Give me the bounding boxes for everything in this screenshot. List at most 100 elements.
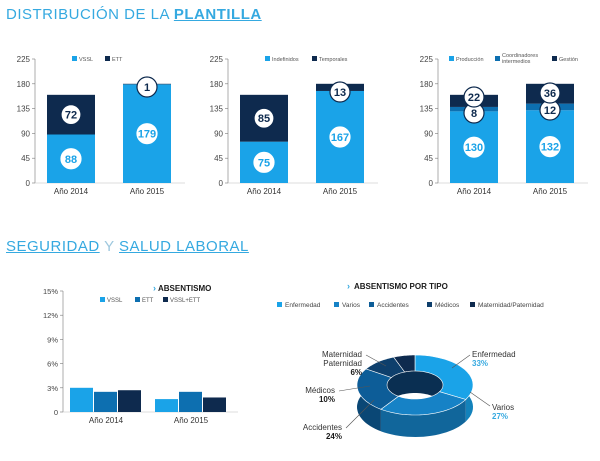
legend-label: Coordinadores (502, 53, 538, 59)
y-tick-label: 0 (26, 179, 31, 188)
legend-label: Producción (456, 57, 484, 63)
section-title-light: DISTRIBUCIÓN DE LA (6, 6, 170, 23)
legend-swatch (449, 56, 454, 61)
legend-swatch (470, 302, 475, 307)
data-label: 75 (258, 157, 270, 169)
value-circle (136, 123, 158, 145)
y-tick-label: 225 (210, 55, 224, 64)
legend-swatch (100, 297, 105, 302)
callout-value: 10% (319, 395, 335, 404)
callout-label: Maternidad (322, 350, 362, 359)
legend-swatch (135, 297, 140, 302)
callout-label: Médicos (305, 386, 335, 395)
callout-line (365, 354, 387, 367)
bar (179, 391, 202, 412)
bar (70, 387, 93, 412)
y-tick-label: 135 (210, 105, 224, 114)
y-tick-label: 0 (429, 179, 434, 188)
section-title-distribucion: DISTRIBUCIÓN DE LA PLANTILLA (6, 6, 262, 23)
legend-label: Accidentes (377, 302, 410, 309)
y-tick-label: 90 (214, 129, 223, 138)
ring-inner-wall (387, 371, 443, 407)
legend-label: VSSL (79, 57, 93, 63)
ring-side (380, 399, 466, 437)
data-label: 8 (471, 108, 477, 120)
value-circle (463, 136, 485, 158)
callout-value: 27% (492, 412, 508, 421)
value-circle (539, 136, 561, 158)
data-label: 132 (541, 142, 559, 154)
data-label: 12 (544, 105, 556, 117)
bar (118, 390, 141, 412)
title-marker: › (347, 281, 350, 291)
callout-label: Paternidad (323, 359, 362, 368)
legend-label: Temporales (319, 57, 348, 63)
y-tick-label: 135 (17, 105, 31, 114)
legend-swatch (369, 302, 374, 307)
value-circle (253, 107, 275, 129)
value-circle (253, 151, 275, 173)
legend-label: Enfermedad (285, 302, 321, 309)
data-label: 85 (258, 113, 270, 125)
callout-label: Varios (492, 403, 514, 412)
section-title-a: SEGURIDAD (6, 238, 100, 255)
y-tick-label: 0 (54, 408, 58, 417)
legend-swatch (163, 297, 168, 302)
legend-label: intermedios (502, 59, 531, 65)
legend-label: Médicos (435, 302, 460, 309)
x-tick-label: Año 2015 (174, 416, 209, 425)
legend-label: VSSL+ETT (170, 298, 201, 304)
callout-value: 6% (350, 368, 362, 377)
callout-value: 24% (326, 432, 342, 441)
legend-swatch (72, 56, 77, 61)
ring-slice (393, 354, 416, 373)
y-tick-label: 90 (21, 129, 30, 138)
y-tick-label: 45 (21, 154, 30, 163)
x-tick-label: Año 2014 (89, 416, 124, 425)
data-label: 36 (544, 88, 556, 100)
y-tick-label: 6% (47, 360, 58, 369)
y-tick-label: 180 (210, 80, 224, 89)
value-circle (60, 104, 82, 126)
legend-label: Indefinidos (272, 57, 299, 63)
y-tick-label: 180 (420, 80, 434, 89)
legend-swatch (265, 56, 270, 61)
value-circle (539, 82, 561, 104)
legend-label: VSSL (107, 298, 123, 304)
value-circle (463, 86, 485, 108)
legend-label: ETT (112, 57, 123, 63)
callout-line (338, 385, 371, 392)
chart-title: ABSENTISMO (158, 284, 211, 293)
legend-label: Maternidad/Paternidad (478, 302, 544, 309)
legend-swatch (495, 56, 500, 61)
callout-label: Accidentes (303, 423, 342, 432)
chart-title: ABSENTISMO POR TIPO (354, 282, 448, 291)
data-label: 72 (65, 110, 77, 122)
legend-swatch (427, 302, 432, 307)
legend-swatch (334, 302, 339, 307)
section-title-b: SALUD LABORAL (119, 238, 249, 255)
value-circle (60, 148, 82, 170)
x-tick-label: Año 2014 (54, 187, 89, 196)
data-label: 1 (144, 82, 150, 94)
section-title-sep: Y (104, 238, 115, 255)
callout-label: Enfermedad (472, 350, 516, 359)
legend-swatch (277, 302, 282, 307)
y-tick-label: 45 (424, 154, 433, 163)
value-circle (329, 126, 351, 148)
data-label: 22 (468, 92, 480, 104)
data-label: 130 (465, 142, 483, 154)
data-label: 88 (65, 154, 77, 166)
y-tick-label: 225 (17, 55, 31, 64)
callout-line (451, 354, 471, 369)
y-tick-label: 3% (47, 384, 58, 393)
y-tick-label: 12% (43, 311, 58, 320)
x-tick-label: Año 2015 (323, 187, 358, 196)
bar (155, 399, 178, 412)
bar (94, 391, 117, 412)
y-tick-label: 15% (43, 287, 58, 296)
legend-swatch (552, 56, 557, 61)
section-title-bold: PLANTILLA (173, 6, 262, 23)
y-tick-label: 0 (219, 179, 224, 188)
